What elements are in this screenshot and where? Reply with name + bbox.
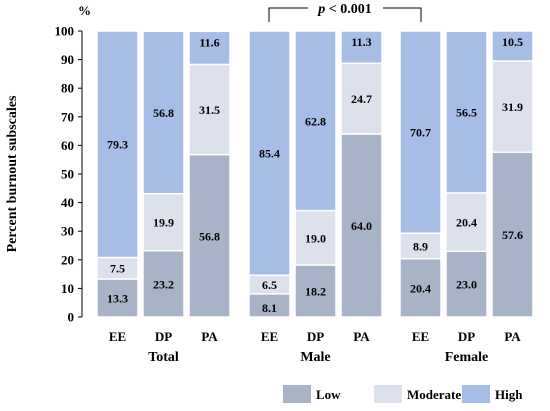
x-category-label: DP [307,329,324,344]
y-tick-label: 60 [61,138,74,153]
y-tick-label: 0 [68,310,75,325]
significance-bracket: p < 0.001 [268,2,422,22]
value-label: 56.8 [153,106,174,120]
bar-segment-low [96,278,139,318]
value-label: 56.5 [456,106,477,120]
y-tick-label: 90 [61,52,74,67]
bar-segment-moderate [340,62,383,135]
bar-segment-high [340,30,383,65]
y-tick-label: 20 [61,252,74,267]
y-tick-label: 10 [61,281,74,296]
value-label: 6.5 [262,278,277,292]
bar-segment-high [142,30,185,195]
x-category-label: DP [458,329,475,344]
y-axis-title: Percent burnout subscales [5,95,20,252]
x-category-label: EE [109,329,126,344]
value-label: 11.6 [199,35,219,49]
value-label: 13.3 [107,291,128,305]
x-category-label: PA [201,329,218,344]
bar-segment-moderate [142,192,185,252]
value-label: 23.2 [153,277,174,291]
bar-segment-moderate [491,60,534,154]
y-tick-label: 100 [55,24,75,39]
x-category-label: DP [155,329,172,344]
legend: Low Moderate High [283,385,523,403]
value-label: 19.9 [153,216,174,230]
bar-segment-low [491,151,534,318]
value-label: 31.9 [502,100,523,114]
legend-label-low: Low [316,387,341,402]
bar-segment-high [188,30,231,66]
value-label: 8.9 [413,239,428,253]
value-label: 56.8 [199,229,220,243]
bar-segment-moderate [445,192,488,252]
y-tick-label: 70 [61,109,74,124]
value-label: 24.7 [351,92,372,106]
bars [96,30,534,318]
bar-segment-high [96,30,139,259]
value-label: 23.0 [456,278,477,292]
legend-swatch-low [283,385,311,403]
bar-segment-high [491,30,534,62]
bar-segment-high [399,30,442,234]
y-axis: 0 10 20 30 40 50 60 70 80 90 100% [55,3,92,325]
significance-label: p < 0.001 [317,2,371,17]
value-label: 31.5 [199,103,220,117]
x-group-label: Total [148,350,179,365]
y-tick-label: 80 [61,81,74,96]
value-label: 20.4 [410,281,431,295]
legend-swatch-moderate [374,385,402,403]
value-label: 10.5 [502,35,523,49]
bar-segment-low [294,264,337,318]
x-category-label: EE [412,329,429,344]
legend-swatch-high [462,385,490,403]
value-label: 19.0 [305,231,326,245]
x-group-label: Male [300,350,330,365]
bar-segment-high [294,30,337,212]
value-label: 62.8 [305,114,326,128]
value-label: 57.6 [502,228,523,242]
value-labels: 13.3 7.5 79.3 23.2 19.9 56.8 56.8 31.5 11.6 8.1 6.… [107,35,523,315]
bar-segment-moderate [399,232,442,260]
significance-bracket-line [268,7,422,22]
legend-label-moderate: Moderate [407,387,461,402]
legend-label-high: High [495,387,523,402]
y-unit-label: % [78,3,91,18]
value-label: 70.7 [410,126,431,140]
y-tick-label: 50 [61,167,74,182]
bar-segment-low [188,153,231,318]
y-tick-label: 30 [61,224,74,239]
x-axis-labels: EE DP PA EE DP PA EE DP PA Total Male Female [109,329,521,365]
value-label: 85.4 [259,147,280,161]
value-label: 79.3 [107,138,128,152]
value-label: 64.0 [351,219,372,233]
bar-segment-low [142,249,185,318]
value-label: 20.4 [456,216,477,230]
bar-segment-high [248,30,291,276]
x-category-label: EE [261,329,278,344]
y-tick-label: 40 [61,195,74,210]
value-label: 18.2 [305,284,326,298]
bar-segment-high [445,30,488,194]
x-group-label: Female [445,350,489,365]
x-category-label: PA [353,329,370,344]
value-label: 11.3 [351,35,371,49]
value-label: 7.5 [110,262,125,276]
value-label: 8.1 [262,301,277,315]
x-category-label: PA [504,329,521,344]
